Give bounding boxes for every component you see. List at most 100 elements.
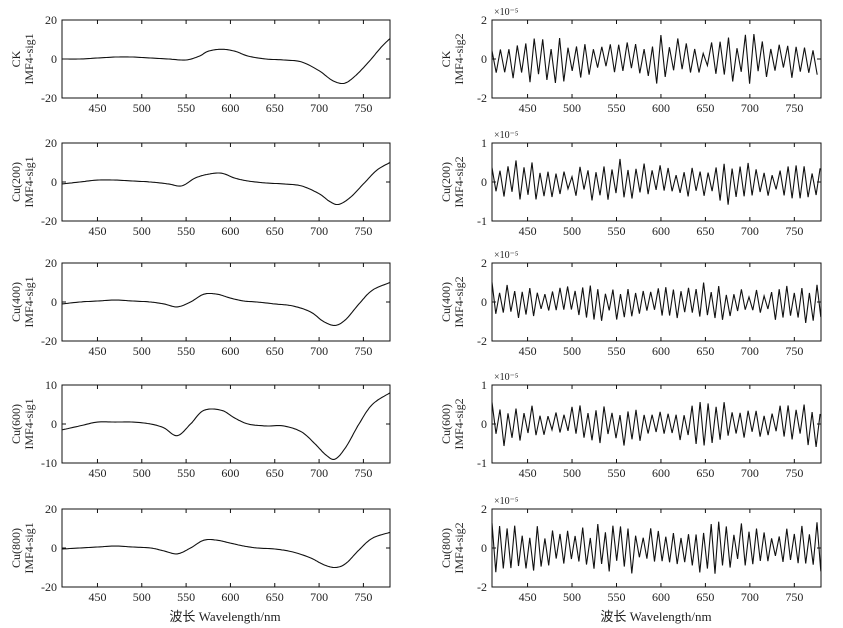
- x-tick-label: 650: [696, 466, 714, 480]
- x-tick-label: 700: [741, 101, 759, 115]
- x-tick-label: 500: [133, 101, 151, 115]
- x-tick-label: 450: [88, 224, 106, 238]
- y-axis-label: Cu(200)IMF4-sig2: [439, 156, 466, 207]
- x-tick-label: 550: [607, 224, 625, 238]
- x-tick-label: 500: [563, 224, 581, 238]
- x-tick-label: 500: [133, 344, 151, 358]
- panel-right-1: 450 500 550 600 650 700 750 -1 0 1 ×10⁻⁵ Cu(200)IMF…: [439, 130, 822, 238]
- y-tick-label: 20: [45, 256, 57, 270]
- y-tick-label: -1: [477, 456, 487, 470]
- y-tick-label: 2: [481, 13, 487, 27]
- y-axis-label-line: CK: [9, 50, 23, 67]
- series-line: [491, 158, 821, 205]
- y-tick-label: -20: [41, 580, 57, 594]
- y-tick-label: -2: [477, 580, 487, 594]
- x-axis-label-right: 波长 Wavelength/nm: [600, 609, 712, 624]
- y-tick-label: -20: [41, 91, 57, 105]
- y-tick-label: 20: [45, 136, 57, 150]
- x-tick-label: 600: [652, 224, 670, 238]
- y-axis-label-line: Cu(400): [439, 282, 453, 322]
- x-tick-label: 550: [607, 590, 625, 604]
- y-axis-label: Cu(400)IMF4-sig2: [439, 276, 466, 327]
- x-tick-label: 650: [696, 101, 714, 115]
- y-tick-label: -2: [477, 91, 487, 105]
- x-tick-label: 550: [177, 224, 195, 238]
- y-tick-label: 0: [51, 52, 57, 66]
- panel-left-1: 450 500 550 600 650 700 750 -20 0 20 Cu(200)IMF4-s…: [9, 136, 391, 238]
- x-tick-label: 450: [88, 344, 106, 358]
- panel-left-4: 450 500 550 600 650 700 750 -20 0 20 Cu(800)IMF4-s…: [9, 502, 391, 604]
- y-tick-label: -20: [41, 214, 57, 228]
- y-tick-label: 0: [481, 175, 487, 189]
- y-tick-label: 20: [45, 502, 57, 516]
- x-tick-label: 650: [696, 344, 714, 358]
- x-tick-label: 700: [741, 224, 759, 238]
- x-tick-label: 600: [221, 101, 239, 115]
- y-multiplier: ×10⁻⁵: [494, 250, 518, 261]
- y-tick-label: 0: [51, 417, 57, 431]
- series-line: [62, 38, 391, 85]
- panel-left-3: 450 500 550 600 650 700 750 -10 0 10 Cu(600)IMF4-s…: [9, 378, 391, 480]
- y-axis-label: CKIMF4-sig2: [439, 33, 466, 84]
- x-tick-label: 750: [354, 224, 372, 238]
- x-tick-label: 500: [133, 590, 151, 604]
- x-tick-label: 750: [785, 344, 803, 358]
- x-tick-label: 700: [741, 466, 759, 480]
- x-tick-label: 750: [354, 466, 372, 480]
- plot-frame: [61, 142, 391, 222]
- x-tick-label: 700: [310, 101, 328, 115]
- y-axis-label-line: IMF4-sig1: [22, 398, 36, 449]
- series-line: [61, 162, 391, 206]
- x-tick-label: 600: [652, 466, 670, 480]
- x-tick-label: 550: [607, 344, 625, 358]
- panel-left-0: 450 500 550 600 650 700 750 -20 0 20 CKIMF4-sig1: [9, 13, 391, 115]
- y-axis-label-line: CK: [439, 50, 453, 67]
- x-tick-label: 550: [607, 101, 625, 115]
- y-tick-label: 1: [481, 136, 487, 150]
- y-axis-label-line: IMF4-sig2: [452, 522, 466, 573]
- series-line: [61, 281, 391, 326]
- y-tick-label: 0: [51, 295, 57, 309]
- x-tick-label: 600: [221, 590, 239, 604]
- x-tick-label: 550: [177, 590, 195, 604]
- y-multiplier: ×10⁻⁵: [494, 7, 518, 18]
- x-tick-label: 450: [519, 224, 537, 238]
- y-axis-label-line: IMF4-sig2: [452, 398, 466, 449]
- series-line: [491, 521, 822, 574]
- y-axis-label-line: IMF4-sig2: [452, 276, 466, 327]
- y-axis-label-line: Cu(200): [439, 162, 453, 202]
- plot-frame: [491, 262, 822, 342]
- y-tick-label: 0: [481, 541, 487, 555]
- y-axis-label-line: IMF4-sig2: [452, 156, 466, 207]
- x-tick-label: 750: [785, 224, 803, 238]
- y-tick-label: 0: [51, 541, 57, 555]
- plot-frame: [61, 19, 391, 99]
- x-tick-label: 750: [785, 101, 803, 115]
- panel-right-3: 450 500 550 600 650 700 750 -1 0 1 ×10⁻⁵ Cu(600)IMF…: [439, 372, 822, 480]
- y-axis-label-line: IMF4-sig2: [452, 33, 466, 84]
- x-tick-label: 600: [652, 344, 670, 358]
- y-tick-label: -20: [41, 334, 57, 348]
- y-axis-label-line: Cu(600): [9, 404, 23, 444]
- y-axis-label: Cu(600)IMF4-sig1: [9, 398, 36, 449]
- panel-right-0: 450 500 550 600 650 700 750 -2 0 2 ×10⁻⁵ CKIMF4-sig…: [439, 7, 822, 115]
- y-axis-label: Cu(200)IMF4-sig1: [9, 156, 36, 207]
- x-tick-label: 650: [266, 466, 284, 480]
- panel-right-2: 450 500 550 600 650 700 750 -2 0 2 ×10⁻⁵ Cu(400)IMF…: [439, 250, 822, 358]
- x-axis-label-left: 波长 Wavelength/nm: [169, 609, 281, 624]
- series-line: [491, 282, 822, 323]
- y-axis-label-line: IMF4-sig1: [22, 156, 36, 207]
- y-axis-label-line: IMF4-sig1: [22, 276, 36, 327]
- y-tick-label: 0: [481, 417, 487, 431]
- x-tick-label: 750: [354, 101, 372, 115]
- x-tick-label: 650: [696, 224, 714, 238]
- y-axis-label-line: IMF4-sig1: [22, 33, 36, 84]
- y-axis-label: Cu(800)IMF4-sig2: [439, 522, 466, 573]
- x-tick-label: 550: [177, 344, 195, 358]
- x-tick-label: 700: [310, 466, 328, 480]
- x-tick-label: 550: [177, 101, 195, 115]
- y-multiplier: ×10⁻⁵: [494, 130, 518, 141]
- x-tick-label: 750: [354, 344, 372, 358]
